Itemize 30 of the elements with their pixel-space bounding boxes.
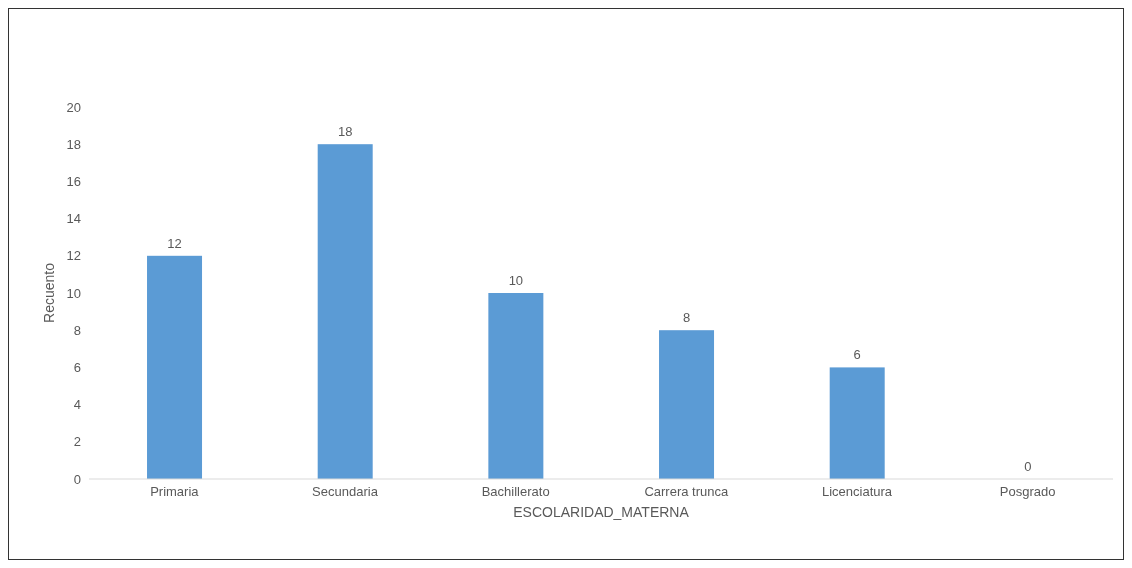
x-tick-label: Licenciatura <box>821 484 893 500</box>
y-tick-label: 10 <box>66 285 81 301</box>
bar <box>147 255 203 479</box>
bar <box>659 330 715 479</box>
y-tick-label: 18 <box>66 136 81 152</box>
data-label: 6 <box>853 347 861 363</box>
x-axis-title: ESCOLARIDAD_MATERNA <box>513 504 690 520</box>
bar <box>488 293 544 479</box>
data-label: 12 <box>167 235 182 251</box>
y-tick-label: 8 <box>73 322 81 338</box>
data-label: 0 <box>1024 459 1032 474</box>
x-tick-label: Primaria <box>150 484 200 500</box>
x-tick-label: Secundaria <box>312 484 379 500</box>
y-tick-label: 12 <box>66 248 81 264</box>
data-label: 18 <box>337 124 353 140</box>
data-label: 10 <box>508 273 524 288</box>
bar <box>829 367 885 479</box>
y-tick-label: 14 <box>66 211 81 227</box>
y-tick-label: 6 <box>73 360 81 376</box>
y-tick-label: 4 <box>73 397 81 413</box>
x-tick-label: Carrera trunca <box>644 484 730 500</box>
data-label: 8 <box>682 310 691 326</box>
bar <box>317 144 373 479</box>
y-tick-label: 20 <box>66 99 81 115</box>
y-tick-label: 2 <box>73 434 81 450</box>
x-tick-label: Posgrado <box>999 484 1056 500</box>
x-tick-label: Bachillerato <box>481 484 550 500</box>
y-tick-label: 16 <box>66 174 81 190</box>
y-tick-label: 0 <box>73 471 81 487</box>
y-axis-title: Recuento <box>40 262 57 323</box>
